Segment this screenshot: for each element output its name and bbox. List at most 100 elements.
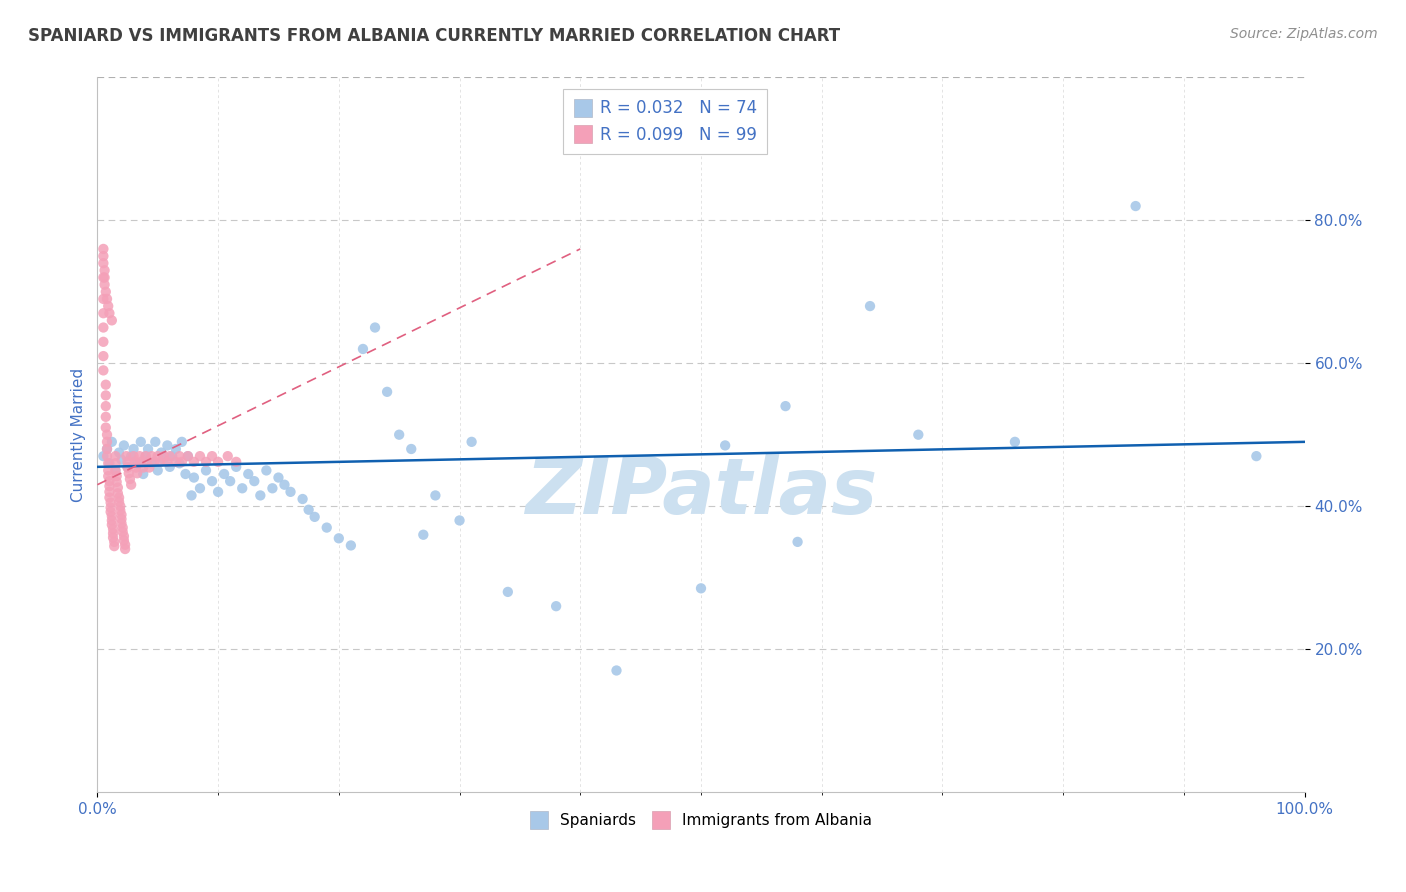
Point [238,467,260,481]
Point [460,434,482,449]
Point [104,463,127,477]
Text: Source: ZipAtlas.com: Source: ZipAtlas.com [1230,27,1378,41]
Point [159,459,181,474]
Point [138,460,160,475]
Point [94,388,117,402]
Point [180,488,202,502]
Point [125,460,148,475]
Point [170,434,193,449]
Point [101,517,124,532]
Point [100,505,122,519]
Point [388,427,411,442]
Point [165,442,187,456]
Point [93,277,115,292]
Point [195,455,218,469]
Point [98,479,121,493]
Point [156,455,179,469]
Point [96,292,118,306]
Point [112,438,135,452]
Point [96,442,118,456]
Point [100,495,122,509]
Point [315,520,337,534]
Point [96,449,118,463]
Point [1004,434,1026,449]
Point [122,442,145,456]
Point [101,531,124,545]
Point [98,484,121,499]
Point [111,524,134,539]
Point [249,488,271,502]
Point [93,270,115,285]
Point [97,456,120,470]
Text: ZIPatlas: ZIPatlas [524,454,877,530]
Point [165,455,187,469]
Point [169,449,191,463]
Point [93,306,115,320]
Point [110,452,132,467]
Point [262,481,284,495]
Point [907,427,929,442]
Point [101,522,124,536]
Point [107,481,129,495]
Text: SPANIARD VS IMMIGRANTS FROM ALBANIA CURRENTLY MARRIED CORRELATION CHART: SPANIARD VS IMMIGRANTS FROM ALBANIA CURR… [28,27,841,45]
Point [156,438,179,452]
Point [183,470,205,484]
Point [183,455,205,469]
Point [267,470,290,484]
Point [364,320,387,334]
Point [111,520,134,534]
Point [93,292,115,306]
Point [100,500,122,515]
Point [97,299,120,313]
Point [775,399,797,413]
Point [135,449,157,463]
Point [605,664,627,678]
Point [114,541,136,556]
Point [120,449,142,463]
Point [786,534,808,549]
Point [143,434,166,449]
Point [146,463,169,477]
Point [690,582,713,596]
Point [207,455,229,469]
Point [101,509,124,524]
Point [108,445,131,459]
Point [152,449,174,463]
Point [304,509,326,524]
Point [127,456,149,470]
Point [96,442,118,456]
Point [101,313,124,327]
Point [93,320,115,334]
Point [328,531,350,545]
Point [859,299,882,313]
Point [97,463,120,477]
Point [143,455,166,469]
Point [201,474,224,488]
Point [98,474,121,488]
Point [231,481,253,495]
Point [117,455,139,469]
Point [96,434,118,449]
Point [103,539,125,553]
Point [177,449,200,463]
Point [135,455,157,469]
Point [243,474,266,488]
Point [1246,449,1268,463]
Point [110,508,132,522]
Point [254,463,277,477]
Point [118,467,141,481]
Point [93,334,115,349]
Y-axis label: Currently Married: Currently Married [72,368,86,502]
Point [1125,199,1147,213]
Point [103,534,125,549]
Point [714,438,737,452]
Point [425,488,447,502]
Point [105,475,128,489]
Point [110,516,132,531]
Point [129,434,152,449]
Point [110,503,132,517]
Point [98,306,121,320]
Point [280,484,302,499]
Point [93,270,115,285]
Point [177,449,200,463]
